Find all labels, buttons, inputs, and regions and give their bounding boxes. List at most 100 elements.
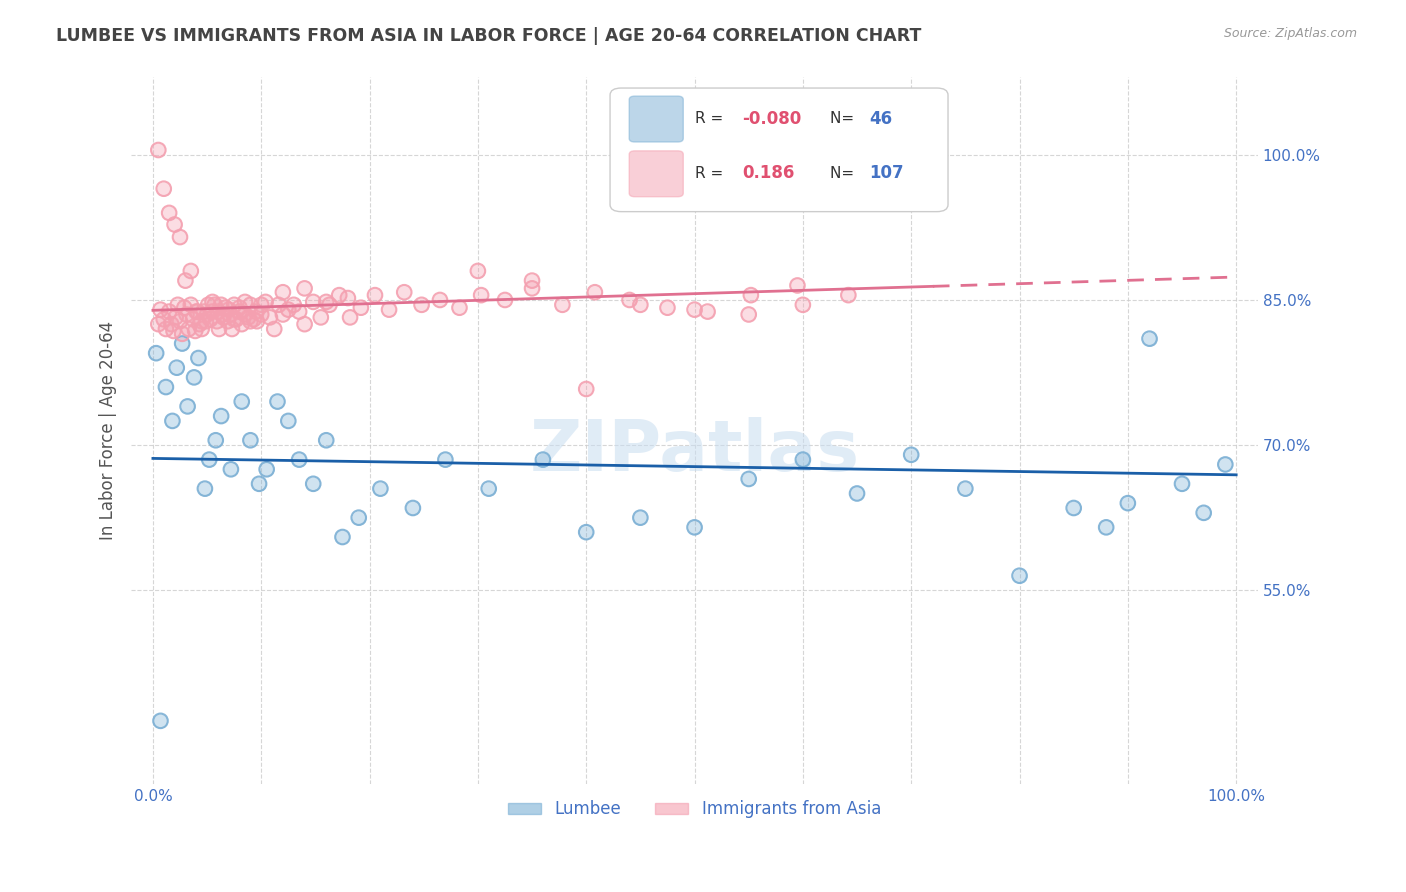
FancyBboxPatch shape [630,96,683,142]
Point [197,298,219,312]
Point [494,293,516,307]
Point [1139,332,1161,346]
Point [347,510,370,524]
Point [250,308,273,322]
Text: N=: N= [830,166,859,181]
Point [900,448,922,462]
Point [394,285,416,300]
Point [195,308,218,322]
Point [467,264,489,278]
Point [190,314,212,328]
Point [837,288,859,302]
Point [224,298,246,312]
Point [294,281,316,295]
Point [194,482,217,496]
Point [183,370,205,384]
Point [740,288,762,302]
Point [336,291,359,305]
Point [786,278,808,293]
Point [696,304,718,318]
Point [792,298,814,312]
Point [657,301,679,315]
Point [193,304,215,318]
Point [172,336,194,351]
Point [283,298,305,312]
Point [152,312,174,326]
Point [155,380,177,394]
Point [190,322,212,336]
Point [792,298,814,312]
Point [169,230,191,244]
Point [288,304,311,318]
Point [277,302,299,317]
Point [209,298,232,312]
Point [332,530,354,544]
Point [628,298,651,312]
Point [470,288,492,302]
Point [696,304,718,318]
Point [309,310,332,325]
Point [231,317,253,331]
Point [246,314,269,328]
Point [738,308,761,322]
Point [294,317,316,331]
Point [429,293,451,307]
Point [315,434,337,448]
Point [263,322,285,336]
Text: -0.080: -0.080 [742,110,801,128]
Point [204,298,226,312]
Point [1215,458,1237,472]
Point [187,351,209,365]
Point [149,714,172,728]
Point [212,308,235,322]
Point [162,414,184,428]
Point [846,486,869,500]
Point [402,500,425,515]
Point [186,304,208,318]
Point [520,281,543,295]
Point [294,317,316,331]
Point [583,285,606,300]
Point [302,294,325,309]
Point [411,298,433,312]
Point [955,482,977,496]
Point [224,312,246,326]
Point [231,394,253,409]
Point [792,452,814,467]
Point [166,298,188,312]
Point [247,476,270,491]
Point [169,314,191,328]
Point [955,482,977,496]
Point [186,304,208,318]
Point [198,452,221,467]
Point [174,274,197,288]
Point [231,394,253,409]
Point [277,302,299,317]
Point [160,317,183,331]
Point [339,310,361,325]
Point [370,482,392,496]
Point [166,360,188,375]
Point [157,206,180,220]
Point [315,434,337,448]
Point [204,434,226,448]
Point [190,314,212,328]
Point [225,312,247,326]
Point [583,285,606,300]
Point [217,314,239,328]
Point [575,525,598,540]
Point [155,322,177,336]
Point [181,312,204,326]
Point [449,301,471,315]
Point [195,314,218,328]
Point [288,304,311,318]
Text: ZIPatlas: ZIPatlas [530,417,859,486]
Point [152,182,174,196]
Point [169,314,191,328]
Point [228,301,250,315]
Point [288,452,311,467]
Point [204,298,226,312]
Point [328,288,350,302]
Point [152,182,174,196]
Point [683,520,706,534]
